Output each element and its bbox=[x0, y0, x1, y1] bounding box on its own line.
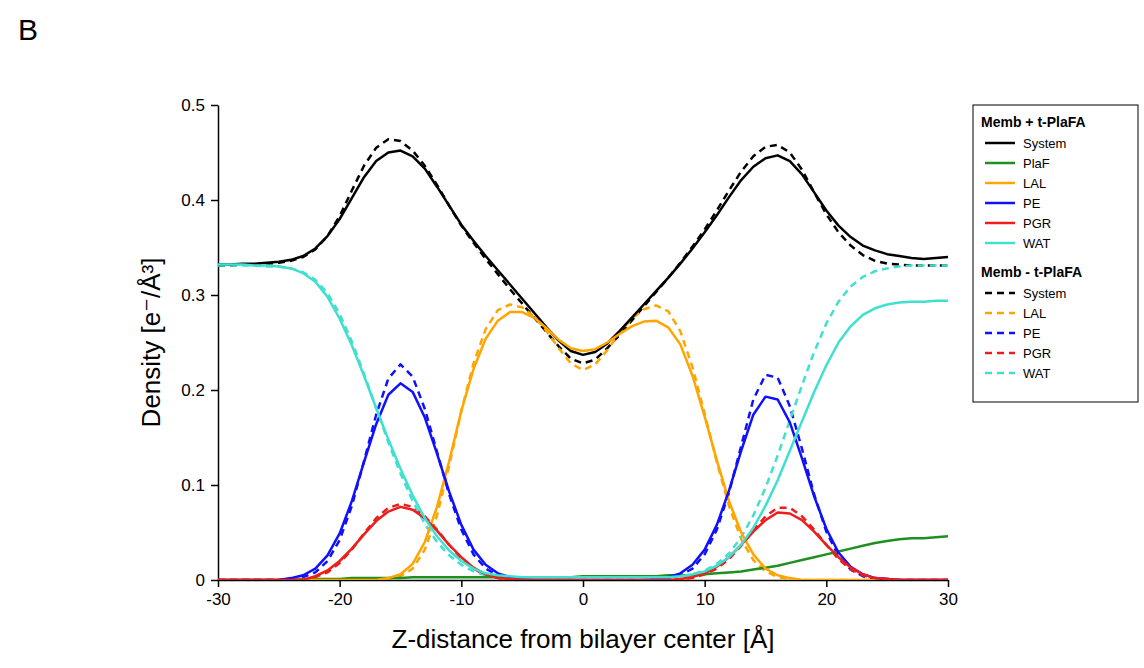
legend-title: Memb - t-PlaFA bbox=[981, 264, 1082, 280]
y-tick-mark bbox=[211, 200, 218, 202]
x-tick: -20 bbox=[328, 580, 353, 609]
series-line bbox=[218, 266, 948, 578]
x-tick-label: -10 bbox=[450, 590, 475, 609]
legend-entry: PlaF bbox=[1023, 156, 1050, 171]
x-tick-label: 30 bbox=[939, 590, 958, 609]
y-tick-label: 0.1 bbox=[181, 476, 205, 495]
chart: -30 -20 -10 0 10 20 30 0 0.1 0.2 0.3 0.4 0.5 Z-distan… bbox=[0, 0, 1144, 668]
series-line bbox=[218, 504, 948, 580]
y-tick: 0.1 bbox=[181, 476, 218, 495]
x-tick: -30 bbox=[206, 580, 231, 609]
panel-label: B bbox=[18, 13, 38, 46]
series-line bbox=[218, 507, 948, 580]
x-tick: 10 bbox=[696, 580, 715, 609]
legend-swatch bbox=[985, 242, 1015, 245]
y-tick-label: 0.5 bbox=[181, 96, 205, 115]
y-tick-label: 0.2 bbox=[181, 381, 205, 400]
legend-box bbox=[973, 105, 1138, 402]
x-axis: -30 -20 -10 0 10 20 30 bbox=[206, 580, 958, 609]
legend-entry: PE bbox=[1023, 326, 1041, 341]
y-tick-label: 0.4 bbox=[181, 191, 205, 210]
series-line bbox=[218, 151, 948, 355]
x-tick-mark bbox=[583, 580, 585, 587]
x-tick-label: 20 bbox=[817, 590, 836, 609]
y-tick: 0 bbox=[196, 571, 218, 590]
legend-title: Memb + t-PlaFA bbox=[981, 114, 1086, 130]
legend-entry: PGR bbox=[1023, 346, 1051, 361]
series-line bbox=[218, 305, 948, 581]
x-tick-mark bbox=[704, 580, 706, 587]
legend-swatch bbox=[985, 372, 1015, 375]
y-tick: 0.2 bbox=[181, 381, 218, 400]
y-tick-mark bbox=[211, 295, 218, 297]
legend-entry: WAT bbox=[1023, 236, 1050, 251]
y-tick-mark bbox=[211, 580, 218, 582]
x-tick-mark bbox=[339, 580, 341, 587]
series-line bbox=[218, 364, 948, 580]
legend-swatch bbox=[985, 222, 1015, 225]
series-line bbox=[218, 383, 948, 580]
legend-swatch bbox=[985, 332, 1015, 335]
series-line bbox=[218, 312, 948, 580]
x-tick-label: 10 bbox=[696, 590, 715, 609]
legend-entry: LAL bbox=[1023, 306, 1046, 321]
x-tick: -10 bbox=[450, 580, 475, 609]
y-tick-mark bbox=[211, 485, 218, 487]
y-tick-label: 0 bbox=[196, 571, 205, 590]
series-line bbox=[218, 139, 948, 363]
x-tick-mark bbox=[826, 580, 828, 587]
legend-swatch bbox=[985, 292, 1015, 295]
legend-entry: WAT bbox=[1023, 366, 1050, 381]
x-tick: 20 bbox=[817, 580, 836, 609]
x-tick-mark bbox=[948, 580, 950, 587]
legend-entry: LAL bbox=[1023, 176, 1046, 191]
x-axis-title: Z-distance from bilayer center [Å] bbox=[392, 624, 775, 654]
x-tick-mark bbox=[461, 580, 463, 587]
legend-swatch bbox=[985, 312, 1015, 315]
legend-swatch bbox=[985, 142, 1015, 145]
series-line bbox=[218, 265, 948, 578]
y-axis-line bbox=[218, 106, 220, 581]
y-tick: 0.4 bbox=[181, 191, 218, 210]
x-tick: 0 bbox=[579, 580, 588, 609]
x-tick-label: 0 bbox=[579, 590, 588, 609]
background bbox=[0, 0, 1144, 668]
legend-entry: PE bbox=[1023, 196, 1041, 211]
legend-swatch bbox=[985, 182, 1015, 185]
y-tick-mark bbox=[211, 105, 218, 107]
legend-swatch bbox=[985, 202, 1015, 205]
y-tick: 0.5 bbox=[181, 96, 218, 115]
y-axis: 0 0.1 0.2 0.3 0.4 0.5 bbox=[181, 96, 218, 590]
y-tick: 0.3 bbox=[181, 286, 218, 305]
legend-swatch bbox=[985, 352, 1015, 355]
x-tick-label: -20 bbox=[328, 590, 353, 609]
x-tick-label: -30 bbox=[206, 590, 231, 609]
y-tick-mark bbox=[211, 390, 218, 392]
legend-entry: PGR bbox=[1023, 216, 1051, 231]
plot-lines bbox=[218, 139, 948, 580]
legend: Memb + t-PlaFA System PlaF LAL PE PGR WAT Memb … bbox=[973, 105, 1138, 402]
y-axis-title: Density [e⁻/Å³] bbox=[136, 258, 166, 428]
x-tick: 30 bbox=[939, 580, 958, 609]
legend-entry: System bbox=[1023, 136, 1066, 151]
y-tick-label: 0.3 bbox=[181, 286, 205, 305]
legend-entry: System bbox=[1023, 286, 1066, 301]
legend-swatch bbox=[985, 162, 1015, 165]
